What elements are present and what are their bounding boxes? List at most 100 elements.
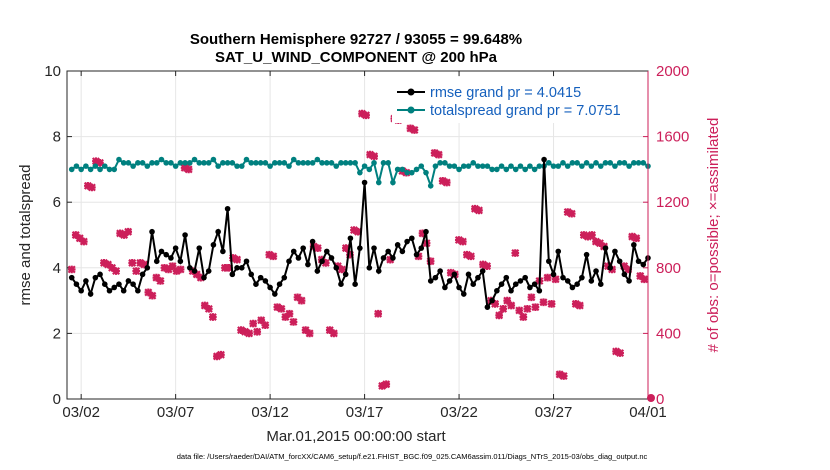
obs-assimilated-marker [269, 252, 278, 261]
rmse-point [465, 271, 472, 278]
axis-ticks: 03/02 03/07 03/12 03/17 03/22 03/27 04/0102468… [44, 63, 689, 421]
rmse-point [560, 274, 566, 281]
totalspread-point [512, 166, 519, 173]
rmse-point [508, 287, 514, 294]
y-axis-left-label: rmse and totalspread [17, 165, 34, 306]
obs-assimilated-marker [136, 258, 145, 267]
totalspread-point [640, 160, 647, 166]
obs-assimilated-marker [503, 296, 512, 305]
totalspread-point [489, 166, 495, 173]
totalspread-point [546, 160, 552, 166]
x-tick-label: 03/07 [157, 404, 195, 421]
totalspread-point [517, 163, 524, 169]
obs-assimilated-marker [253, 327, 262, 336]
totalspread-point [569, 160, 576, 166]
obs-assimilated-marker [430, 149, 439, 157]
rmse-point [153, 258, 160, 265]
rmse-point [182, 232, 188, 238]
rmse-point [149, 228, 155, 235]
chart-title-line2: SAT_U_WIND_COMPONENT @ 200 hPa [215, 49, 498, 66]
obs-assimilated-marker [406, 124, 415, 133]
y-axis-right-label: # of obs: o=possible; ×=assimilated [705, 118, 722, 353]
obs-assimilated-marker [233, 255, 242, 264]
obs-assimilated-marker [216, 350, 225, 359]
totalspread-point [390, 179, 396, 186]
obs-assimilated-marker [212, 352, 221, 361]
totalspread-point [144, 163, 151, 169]
obs-assimilated-marker [87, 183, 96, 192]
obs-assimilated-marker [547, 299, 556, 308]
obs-assimilated-marker [426, 257, 435, 266]
obs-assimilated-marker [551, 275, 560, 284]
obs-assimilated-marker [79, 237, 88, 246]
legend-box [392, 77, 642, 123]
rmse-point [607, 265, 614, 271]
rmse-point [475, 274, 481, 281]
obs-assimilated-marker [386, 255, 395, 264]
totalspread-point [574, 160, 580, 166]
obs-assimilated-marker [491, 299, 500, 308]
obs-assimilated-marker [152, 273, 161, 282]
totalspread-point [375, 179, 382, 186]
obs-assimilated-marker [168, 262, 177, 271]
rmse-point [574, 281, 580, 288]
rmse-point [456, 284, 462, 291]
obs-assimilated-marker [229, 253, 237, 262]
obs-assimilated-marker [624, 265, 633, 274]
totalspread-point [281, 160, 288, 166]
totalspread-point [342, 160, 349, 166]
obs-assimilated-marker [281, 313, 290, 321]
totalspread-point [238, 163, 245, 169]
totalspread-point [234, 163, 240, 169]
rmse-point [394, 242, 401, 248]
obs-assimilated-marker [156, 276, 165, 285]
obs-assimilated-marker [297, 296, 306, 305]
totalspread-point [220, 160, 226, 166]
obs-assimilated-marker [257, 316, 266, 325]
rmse-point [257, 274, 264, 281]
rmse-point [276, 281, 283, 288]
rmse-point [527, 284, 533, 291]
obs-assimilated-marker [172, 267, 181, 276]
rmse-point [68, 274, 75, 281]
rmse-point [281, 274, 288, 281]
obs-assimilated-marker [341, 244, 350, 253]
totalspread-point [475, 163, 481, 169]
rmse-point [366, 265, 373, 271]
rmse-point [248, 271, 255, 278]
obs-assimilated-marker [559, 372, 568, 381]
obs-assimilated-marker [325, 326, 334, 335]
obs-assimilated-marker [245, 329, 254, 338]
totalspread-point [427, 183, 434, 189]
obs-assimilated-marker [184, 165, 193, 174]
obs-assimilated-marker [140, 260, 149, 269]
obs-assimilated-marker [108, 263, 117, 272]
obs-assimilated-marker [366, 150, 375, 159]
totalspread-point [130, 163, 136, 169]
totalspread-point [168, 160, 174, 166]
totalspread-point [215, 163, 221, 169]
totalspread-point [536, 163, 543, 169]
rmse-point [314, 268, 321, 274]
obs-assimilated-marker [579, 231, 588, 239]
rmse-point [460, 291, 467, 297]
obs-assimilated-marker [196, 273, 205, 282]
obs-assimilated-marker [305, 329, 314, 338]
totalspread-point [347, 160, 354, 166]
totalspread-point [87, 166, 94, 173]
y-right-tick-label: 1600 [656, 129, 689, 146]
obs-assimilated-marker [591, 237, 600, 246]
totalspread-point [394, 166, 401, 173]
rmse-point [267, 284, 273, 291]
obs-assimilated-marker [265, 250, 274, 259]
rmse-point [229, 271, 236, 278]
rmse-point [451, 271, 458, 278]
rmse-point [569, 284, 576, 291]
obs-assimilated-marker [458, 237, 467, 246]
rmse-point [201, 274, 207, 281]
rmse-point [144, 265, 151, 271]
rmse-point [352, 281, 358, 288]
rmse-point [531, 281, 538, 288]
obs-assimilated-marker [515, 306, 524, 315]
